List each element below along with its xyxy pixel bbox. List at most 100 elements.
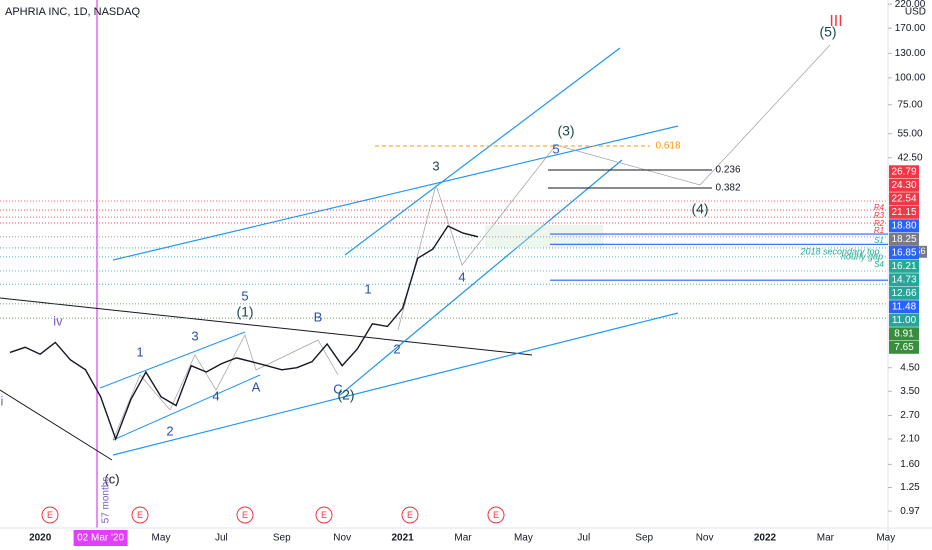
price-label: 14.73 xyxy=(891,274,916,285)
x-highlight-box xyxy=(73,530,128,546)
y-tick-label: 3.50 xyxy=(900,386,920,397)
y-tick-label: 130.00 xyxy=(895,48,926,59)
price-label: 11.48 xyxy=(892,301,917,312)
wave-label: R3 xyxy=(874,211,885,220)
price-label: 16.21 xyxy=(891,261,916,272)
channel-line xyxy=(112,312,679,456)
price-label: 26.79 xyxy=(891,166,916,177)
earnings-marker xyxy=(401,506,419,524)
wave-path xyxy=(397,44,831,331)
price-label: 18.80 xyxy=(891,220,916,231)
wave-label: 0.382 xyxy=(715,183,740,194)
price-label: 12.66 xyxy=(891,288,916,299)
y-tick-label: 1.25 xyxy=(900,482,920,493)
price-label: 18.25 xyxy=(891,234,916,245)
price-label-box xyxy=(889,259,919,273)
x-tick-label: 02 Mar '20 xyxy=(77,533,124,544)
wave-label: 2 xyxy=(393,341,400,356)
wave-label: 3 xyxy=(432,158,439,173)
x-tick-label: Sep xyxy=(635,533,653,544)
price-label-box xyxy=(889,327,919,341)
price-line xyxy=(9,225,479,442)
price-label-box xyxy=(889,192,919,206)
wave-label: A xyxy=(252,379,261,394)
price-label: 24.30 xyxy=(891,180,916,191)
wave-label: 1 xyxy=(364,281,371,296)
y-tick-label: 4.50 xyxy=(900,362,920,373)
earnings-marker xyxy=(41,506,59,524)
wave-label: (1) xyxy=(236,304,253,320)
wave-path xyxy=(112,334,339,441)
wave-label: 0.618 xyxy=(655,141,680,152)
earnings-marker xyxy=(131,506,149,524)
price-label-box xyxy=(889,340,919,354)
x-tick-label: 2021 xyxy=(391,533,414,544)
y-tick-label: 0.97 xyxy=(900,506,920,517)
x-tick-label: Mar xyxy=(454,533,472,544)
wave-label: (2) xyxy=(337,387,354,403)
y-tick-label: 1.60 xyxy=(900,459,920,470)
wave-label: S4 xyxy=(874,260,884,269)
wave-label: 5 xyxy=(241,288,248,303)
wave-label: S1 xyxy=(874,236,884,245)
x-tick-label: Jul xyxy=(577,533,590,544)
earnings-label: E xyxy=(47,510,53,520)
channel-line xyxy=(99,331,246,389)
wave-label: (4) xyxy=(691,201,708,217)
wave-label: R2 xyxy=(874,219,885,228)
price-label: 21.15 xyxy=(891,207,916,218)
price-label-box xyxy=(889,273,919,287)
channel-line xyxy=(112,125,679,261)
trend-line xyxy=(0,297,533,356)
wave-label: B xyxy=(314,309,323,324)
x-tick-label: May xyxy=(152,533,171,544)
price-label-box xyxy=(889,219,919,233)
wave-label: C xyxy=(333,381,342,396)
price-label: 22.54 xyxy=(891,193,916,204)
y-tick-label: 220.00 xyxy=(895,0,926,10)
wave-label: 57 months xyxy=(101,477,112,524)
y-tick-label: 2.70 xyxy=(900,410,920,421)
x-tick-label: 2022 xyxy=(754,533,777,544)
chart-title: APHRIA INC, 1D, NASDAQ xyxy=(5,6,141,18)
price-label: 8.91 xyxy=(894,328,914,339)
earnings-marker xyxy=(487,506,505,524)
wave-label: 2 xyxy=(166,423,173,438)
wave-label: hourly gap xyxy=(841,251,883,261)
price-label-box xyxy=(889,313,919,327)
y-tick-label: 2.10 xyxy=(900,434,920,445)
x-tick-label: Mar xyxy=(817,533,835,544)
price-label-box xyxy=(889,205,919,219)
earnings-label: E xyxy=(321,510,327,520)
channel-line xyxy=(344,47,621,256)
x-tick-label: Jul xyxy=(215,533,228,544)
wave-label: 4 xyxy=(212,388,219,403)
x-tick-label: May xyxy=(876,533,895,544)
y-tick-label: 100.00 xyxy=(895,72,926,83)
wave-label: R4 xyxy=(874,203,885,212)
price-label-box xyxy=(889,286,919,300)
x-tick-label: Nov xyxy=(696,533,714,544)
y-tick-label: 170.00 xyxy=(895,23,926,34)
wave-label: 0.236 xyxy=(715,165,740,176)
channel-line xyxy=(339,159,623,396)
earnings-label: E xyxy=(493,510,499,520)
earnings-marker xyxy=(315,506,333,524)
wave-label: i xyxy=(1,393,4,408)
price-label-box xyxy=(889,246,919,260)
earnings-label: E xyxy=(407,510,413,520)
price-label-box xyxy=(889,165,919,179)
wave-label: (3) xyxy=(557,123,574,139)
price-label: 11.00 xyxy=(892,315,917,326)
currency: USD xyxy=(905,7,926,18)
wave-label: III xyxy=(829,13,842,30)
x-tick-label: 2020 xyxy=(29,533,52,544)
y-tick-label: 75.00 xyxy=(897,99,922,110)
gap-zone xyxy=(485,225,603,247)
price-label: 16.85 xyxy=(891,247,916,258)
wave-label: 1 xyxy=(136,344,143,359)
wave-label: 5 xyxy=(552,141,559,156)
